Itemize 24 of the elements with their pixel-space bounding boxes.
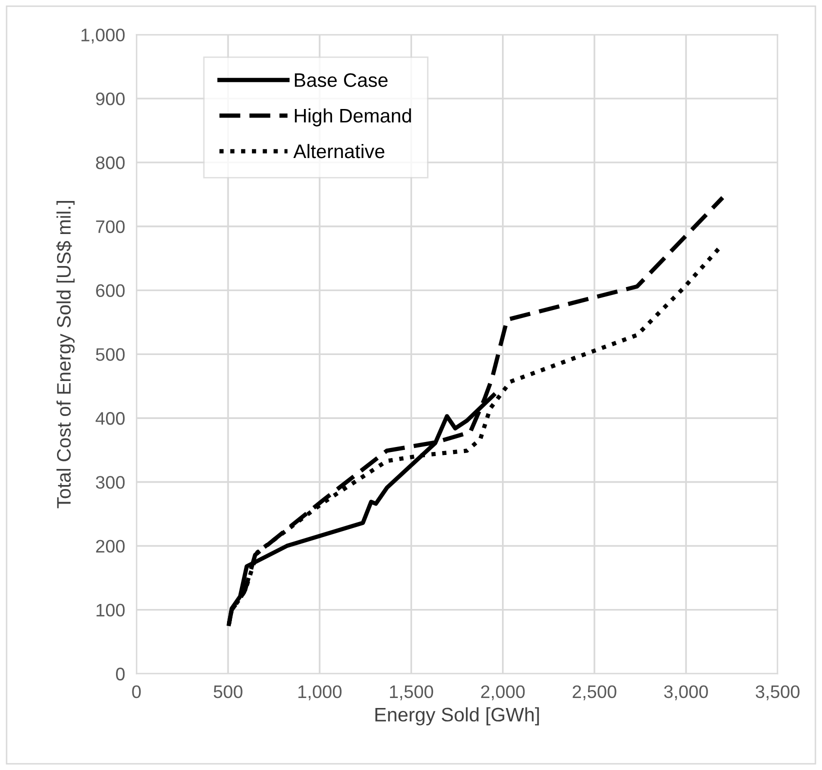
x-tick-label: 1,500 (390, 685, 434, 700)
y-tick-label: 0 (116, 668, 125, 680)
y-tick-label: 500 (96, 348, 125, 361)
y-tick-label: 200 (96, 540, 125, 553)
y-tick-label: 400 (96, 412, 125, 425)
y-axis-title: Total Cost of Energy Sold [US$ mil.] (56, 201, 75, 508)
y-tick-label: 700 (96, 220, 125, 234)
x-tick-label: 2,500 (572, 685, 616, 700)
y-tick-label: 300 (96, 476, 125, 489)
x-tick-label: 3,500 (756, 685, 800, 700)
legend-label: Alternative (293, 144, 384, 158)
x-tick-label: 500 (214, 685, 242, 698)
legend-label: High Demand (294, 108, 411, 126)
y-tick-label: 100 (96, 604, 125, 617)
x-tick-label: 3,000 (664, 685, 708, 700)
legend-label: Base Case (294, 73, 388, 87)
x-tick-label: 2,000 (481, 685, 525, 700)
x-tick-label: 0 (132, 685, 141, 698)
x-tick-label: 1,000 (298, 685, 342, 700)
y-tick-label: 800 (96, 156, 125, 170)
y-tick-label: 1,000 (82, 28, 125, 44)
x-axis-title: Energy Sold [GWh] (375, 707, 539, 726)
y-tick-label: 600 (96, 284, 125, 298)
y-tick-label: 900 (96, 92, 125, 106)
